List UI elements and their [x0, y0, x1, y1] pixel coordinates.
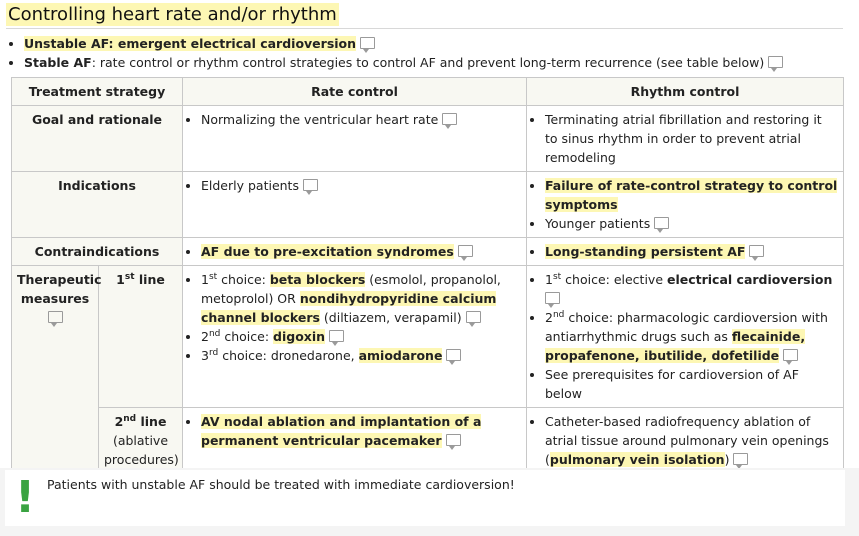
- table-row: Contraindications AF due to pre-excitati…: [11, 237, 844, 266]
- row-subheader: 2nd line (ablative procedures): [98, 407, 183, 474]
- table-row: Goal and rationale Normalizing the ventr…: [11, 105, 844, 172]
- summary-list: Unstable AF: emergent electrical cardiov…: [8, 34, 784, 72]
- column-header: Rate control: [182, 77, 527, 106]
- table-row: 2nd line (ablative procedures) AV nodal …: [12, 407, 844, 474]
- comment-icon[interactable]: [360, 37, 376, 53]
- row-subheader: 1st line: [98, 265, 183, 408]
- list-item: Stable AF: rate control or rhythm contro…: [24, 53, 784, 72]
- table-cell: Catheter-based radiofrequency ablation o…: [526, 407, 844, 474]
- comment-icon[interactable]: [783, 349, 799, 365]
- column-header: Rhythm control: [526, 77, 844, 106]
- table-cell: Long-standing persistent AF: [526, 237, 844, 266]
- table-row: Therapeutic measures 1st line 1st choice…: [11, 265, 844, 474]
- comment-icon[interactable]: [465, 311, 481, 327]
- comment-icon[interactable]: [445, 434, 461, 450]
- comment-icon[interactable]: [457, 245, 473, 261]
- table-cell: 1st choice: elective electrical cardiove…: [526, 265, 844, 408]
- table-header-row: Treatment strategy Rate control Rhythm c…: [11, 77, 844, 106]
- note-text: Patients with unstable AF should be trea…: [47, 477, 515, 492]
- row-header: Therapeutic measures: [11, 265, 102, 474]
- row-header: Contraindications: [11, 237, 183, 266]
- row-header: Indications: [11, 171, 183, 238]
- exclamation-icon: !: [15, 472, 36, 523]
- table-cell: 1st choice: beta blockers (esmolol, prop…: [182, 265, 527, 408]
- comment-icon[interactable]: [654, 217, 670, 233]
- table-cell: AF due to pre-excitation syndromes: [182, 237, 527, 266]
- table-cell: Failure of rate-control strategy to cont…: [526, 171, 844, 238]
- comment-icon[interactable]: [442, 113, 458, 129]
- comment-icon[interactable]: [545, 292, 560, 308]
- comment-icon[interactable]: [47, 311, 63, 327]
- comment-icon[interactable]: [302, 179, 318, 195]
- list-item: Unstable AF: emergent electrical cardiov…: [24, 34, 783, 53]
- table-cell: Elderly patients: [182, 171, 527, 238]
- title-divider: [6, 28, 843, 29]
- important-note: ! Patients with unstable AF should be tr…: [0, 468, 859, 536]
- row-header: Goal and rationale: [11, 105, 183, 172]
- table-cell: AV nodal ablation and implantation of a …: [182, 407, 527, 474]
- comment-icon[interactable]: [749, 245, 765, 261]
- table-cell: Normalizing the ventricular heart rate: [182, 105, 527, 172]
- comment-icon[interactable]: [446, 349, 462, 365]
- section-title: Controlling heart rate and/or rhythm: [6, 3, 339, 26]
- table-cell: Terminating atrial fibrillation and rest…: [526, 105, 844, 172]
- table-row: Indications Elderly patients Failure of …: [11, 171, 844, 238]
- comment-icon[interactable]: [733, 453, 749, 469]
- comment-icon[interactable]: [329, 330, 345, 346]
- comment-icon[interactable]: [768, 56, 784, 72]
- column-header: Treatment strategy: [11, 77, 183, 106]
- treatment-table: Treatment strategy Rate control Rhythm c…: [11, 77, 844, 474]
